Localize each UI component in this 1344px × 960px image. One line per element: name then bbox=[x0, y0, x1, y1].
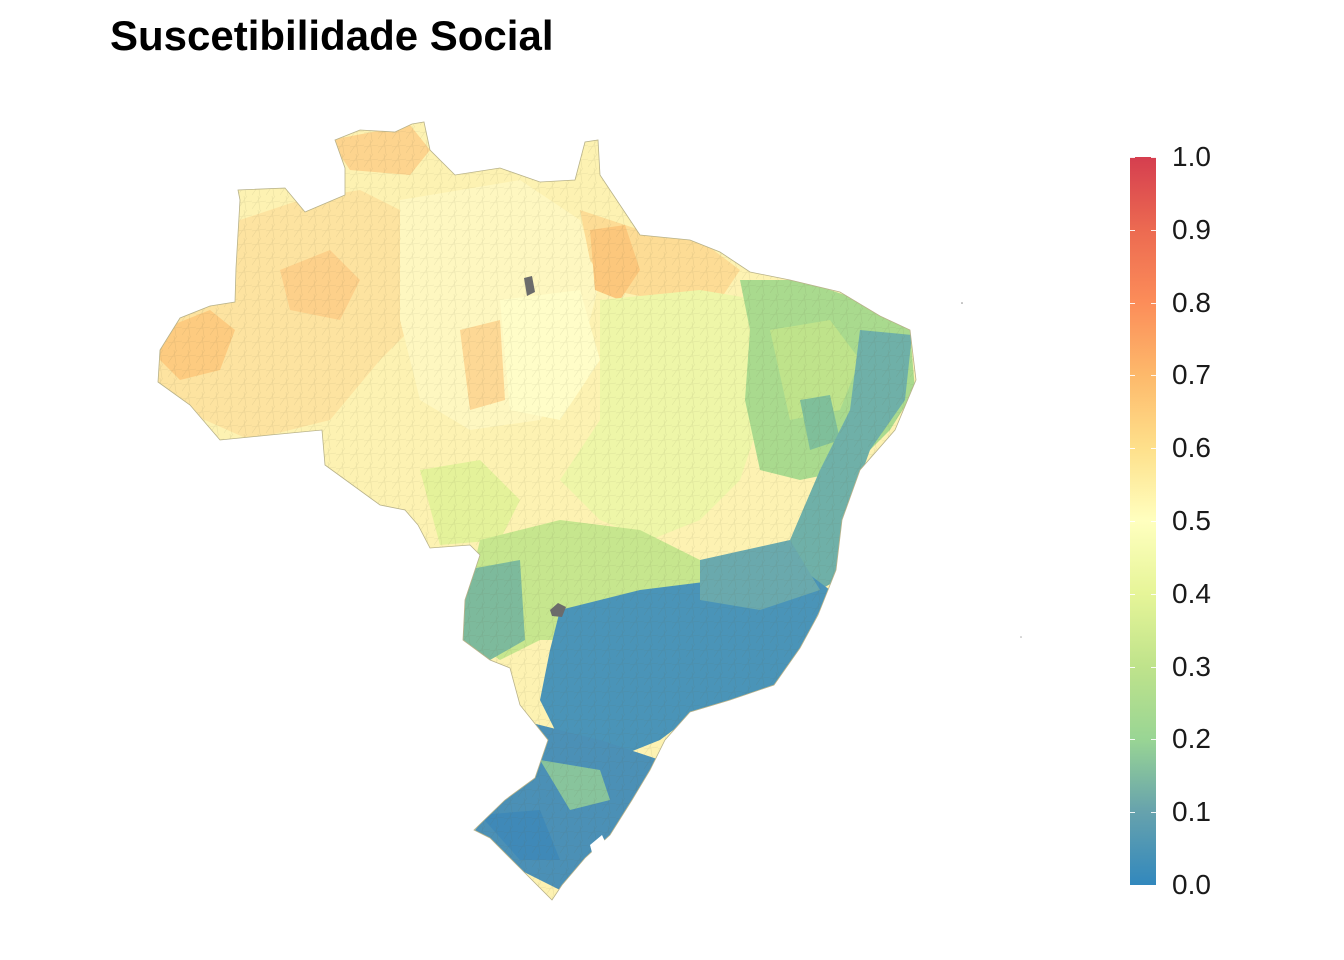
lagoon bbox=[590, 835, 608, 860]
legend-label: 0.2 bbox=[1172, 723, 1211, 755]
legend-tick-mark bbox=[1151, 302, 1156, 304]
legend-tick-mark bbox=[1151, 593, 1156, 595]
island-fernando-de-noronha bbox=[961, 302, 963, 304]
legend-tick-mark bbox=[1130, 593, 1135, 595]
legend-label: 0.0 bbox=[1172, 869, 1211, 900]
legend-tick-mark bbox=[1130, 302, 1135, 304]
missing-data-municipality bbox=[550, 603, 566, 617]
island-trindade bbox=[1020, 636, 1022, 638]
legend-tick-mark bbox=[1151, 812, 1156, 814]
legend-tick-mark bbox=[1130, 521, 1135, 522]
legend-label: 0.1 bbox=[1172, 796, 1211, 828]
legend-label: 0.6 bbox=[1172, 432, 1211, 464]
legend-tick-mark bbox=[1130, 229, 1135, 231]
legend-tick-mark bbox=[1151, 739, 1156, 741]
missing-data-municipality bbox=[524, 276, 535, 296]
legend-label: 1.0 bbox=[1172, 141, 1211, 172]
color-legend: 0.0 0.1 0.2 0.3 0.4 0.5 0.6 0.7 0.8 0.9 1.0 bbox=[1128, 141, 1328, 900]
legend-tick-mark bbox=[1151, 157, 1156, 158]
legend-label: 0.9 bbox=[1172, 213, 1211, 245]
legend-label: 0.4 bbox=[1172, 577, 1211, 609]
legend-tick-mark bbox=[1151, 375, 1156, 377]
legend-tick-mark bbox=[1130, 739, 1135, 741]
legend-tick-mark bbox=[1151, 666, 1156, 668]
legend-label: 0.7 bbox=[1172, 359, 1211, 391]
legend-label: 0.8 bbox=[1172, 286, 1211, 318]
legend-label: 0.3 bbox=[1172, 650, 1211, 682]
legend-tick-mark bbox=[1130, 812, 1135, 814]
legend-tick-mark bbox=[1130, 666, 1135, 668]
legend-tick-mark bbox=[1151, 885, 1156, 886]
map-title: Suscetibilidade Social bbox=[110, 12, 554, 59]
legend-tick-mark bbox=[1130, 448, 1135, 450]
legend-tick-mark bbox=[1130, 885, 1135, 886]
country-outline bbox=[157, 121, 917, 901]
legend-tick-mark bbox=[1130, 375, 1135, 377]
legend-label: 0.5 bbox=[1172, 505, 1211, 536]
legend-tick-mark bbox=[1130, 157, 1135, 158]
country-shape bbox=[158, 122, 916, 900]
legend-tick-mark bbox=[1151, 521, 1156, 522]
legend-tick-mark bbox=[1151, 448, 1156, 450]
legend-tick-mark bbox=[1151, 229, 1156, 231]
